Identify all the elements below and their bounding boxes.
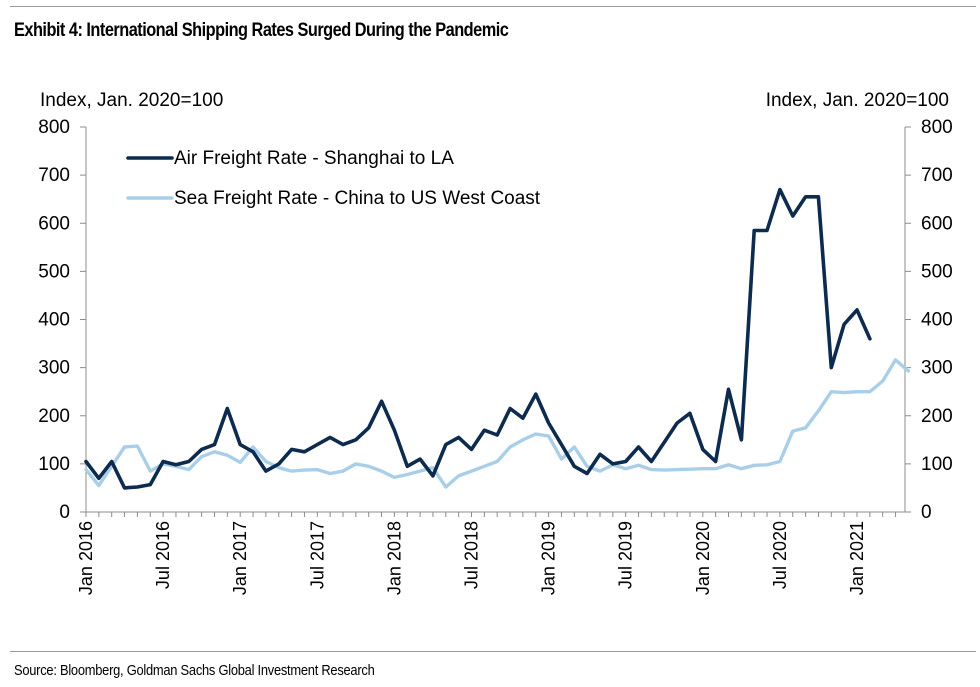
top-rule <box>10 6 976 7</box>
x-tick-label: Jul 2018 <box>462 521 482 589</box>
axes-layer: 0 0 100 100 200 200 300 300 400 400 500 500 600 600 70… <box>38 117 952 595</box>
y-tick-label-right: 500 <box>921 261 953 282</box>
x-tick-label: Jan 2018 <box>384 521 404 595</box>
y-tick-label-left: 200 <box>38 406 70 427</box>
y-tick-label-right: 400 <box>921 310 953 331</box>
x-tick-label: Jan 2021 <box>847 521 867 595</box>
y-tick-label-left: 700 <box>38 165 70 186</box>
line-chart: 0 0 100 100 200 200 300 300 400 400 500 500 600 600 70… <box>38 90 952 595</box>
y-tick-label-left: 0 <box>59 502 70 523</box>
x-tick-label: Jul 2020 <box>770 521 790 589</box>
y-tick-label-left: 400 <box>38 310 70 331</box>
y-axis-unit-left: Index, Jan. 2020=100 <box>40 90 223 111</box>
y-tick-label-left: 100 <box>38 454 70 475</box>
source-note: Source: Bloomberg, Goldman Sachs Global … <box>14 662 375 679</box>
series-layer <box>84 187 911 490</box>
x-tick-label: Jul 2016 <box>153 521 173 589</box>
y-tick-label-left: 300 <box>38 358 70 379</box>
x-tick-label: Jan 2019 <box>539 521 559 595</box>
y-tick-label-right: 600 <box>921 213 953 234</box>
y-tick-label-left: 600 <box>38 213 70 234</box>
legend: Air Freight Rate - Shanghai to LA Sea Fre… <box>126 148 541 209</box>
series-line-sea-freight <box>84 358 911 489</box>
x-tick-label: Jan 2016 <box>76 521 96 595</box>
x-tick-label: Jan 2020 <box>693 521 713 595</box>
y-tick-label-right: 0 <box>921 502 932 523</box>
y-tick-label-right: 700 <box>921 165 953 186</box>
y-tick-label-right: 300 <box>921 358 953 379</box>
x-tick-label: Jul 2019 <box>616 521 636 589</box>
x-tick-label: Jul 2017 <box>307 521 327 589</box>
legend-label-air-freight: Air Freight Rate - Shanghai to LA <box>174 148 454 169</box>
x-tick-label: Jan 2017 <box>230 521 250 595</box>
series-line-air-freight <box>84 187 872 490</box>
bottom-rule <box>10 651 976 652</box>
y-axis-unit-right: Index, Jan. 2020=100 <box>766 90 949 111</box>
y-tick-label-right: 800 <box>921 117 953 138</box>
legend-label-sea-freight: Sea Freight Rate - China to US West Coas… <box>174 188 541 209</box>
y-tick-label-left: 800 <box>38 117 70 138</box>
y-tick-label-right: 100 <box>921 454 953 475</box>
y-tick-label-left: 500 <box>38 261 70 282</box>
y-tick-label-right: 200 <box>921 406 953 427</box>
chart-title: Exhibit 4: International Shipping Rates … <box>14 20 509 41</box>
